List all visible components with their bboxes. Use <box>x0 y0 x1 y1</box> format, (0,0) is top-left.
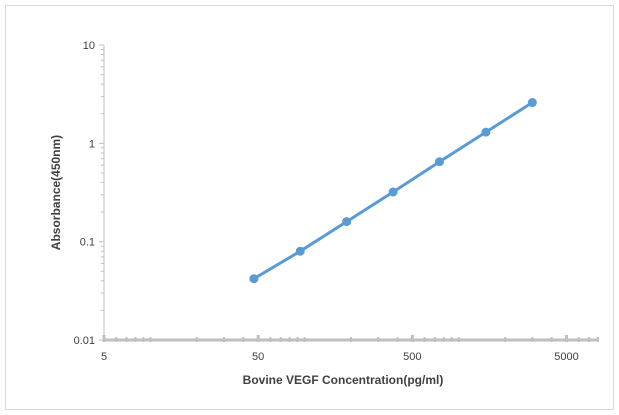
data-point <box>249 274 259 284</box>
data-point <box>527 98 537 108</box>
data-point <box>342 217 352 227</box>
x-axis-title: Bovine VEGF Concentration(pg/ml) <box>243 373 444 387</box>
y-tick-label: 10 <box>83 40 95 52</box>
data-point <box>481 127 491 137</box>
x-tick-label: 50 <box>252 351 264 363</box>
data-point <box>388 187 398 197</box>
y-tick-label: 1 <box>89 138 95 150</box>
y-axis-title: Absorbance(450nm) <box>49 135 63 250</box>
chart-frame <box>5 5 614 410</box>
data-point <box>295 246 305 256</box>
axes <box>99 44 599 342</box>
x-tick-label: 5 <box>101 351 107 363</box>
series <box>249 98 537 284</box>
data-point <box>435 157 445 167</box>
y-tick-label: 0.1 <box>80 237 95 249</box>
y-tick-label: 0.01 <box>74 335 95 347</box>
tick-labels: 0.01 0.1 1 10 5 50 500 5000 <box>74 40 579 363</box>
x-tick-label: 5000 <box>554 351 578 363</box>
x-tick-label: 500 <box>403 351 421 363</box>
